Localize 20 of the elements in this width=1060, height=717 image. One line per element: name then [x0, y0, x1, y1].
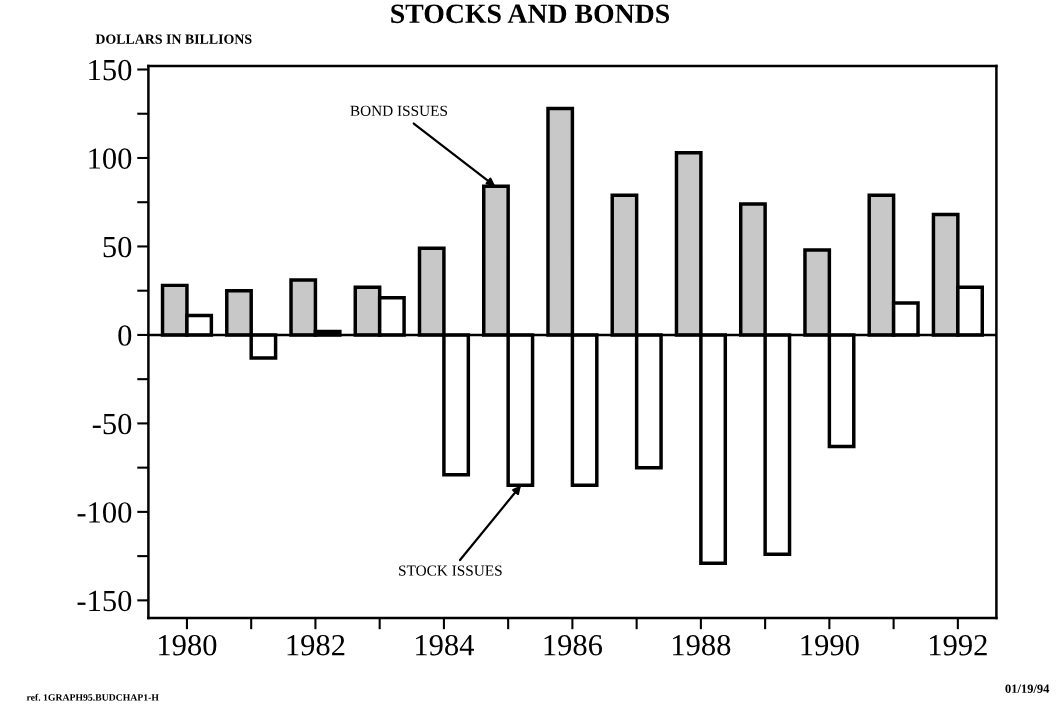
y-tick-label: 150: [89, 59, 132, 81]
y-tick-label: 0: [118, 325, 132, 346]
x-tick-label: 1986: [544, 634, 603, 656]
y-tick-label: -50: [92, 413, 132, 435]
x-tick-label: 1982: [287, 634, 345, 656]
y-tick-label: -150: [77, 590, 132, 612]
text: 01/19/94: [1005, 684, 1050, 693]
x-tick-label: 1980: [159, 634, 217, 656]
y-tick-label: 50: [103, 236, 132, 258]
x-tick-label: 1984: [416, 634, 474, 656]
x-tick-label: 1988: [673, 634, 731, 656]
y-tick-label: 100: [89, 148, 132, 169]
y-tick-label: -100: [77, 502, 132, 523]
text: ref. 1GRAPH95.BUDCHAP1-H: [26, 693, 159, 701]
x-tick-label: 1992: [929, 635, 987, 656]
x-tick-label: 1990: [801, 634, 859, 656]
annotation: STOCK ISSUES: [399, 565, 502, 576]
y-axis-title: DOLLARS IN BILLIONS: [95, 34, 252, 44]
annotation: BOND ISSUES: [350, 105, 448, 116]
chart-title: STOCKS AND BONDS: [391, 4, 670, 24]
